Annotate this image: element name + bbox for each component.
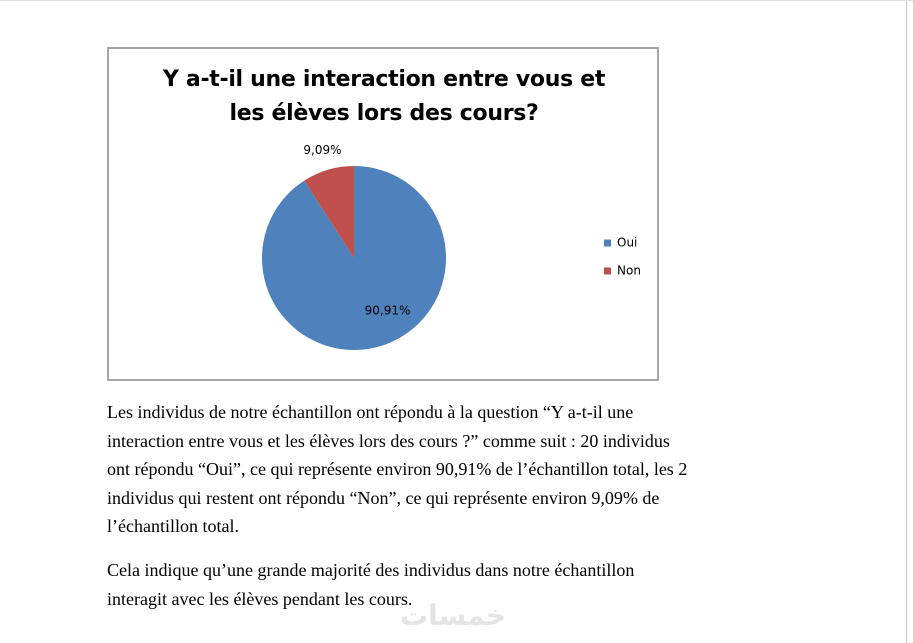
legend-swatch [604,239,611,247]
pie-slice [304,166,354,258]
chart: Y a-t-il une interaction entre vous et l… [107,47,659,381]
data-label: 90,91% [365,303,411,317]
legend-label: Non [617,264,641,278]
legend-swatch [604,267,611,275]
legend-label: Oui [617,236,637,250]
text-line: ont répondu “Oui”, ce qui représente env… [107,459,688,479]
pie-area: 90,91% 9,09% Oui Non [262,143,641,350]
text-line: Cela indique qu’une grande majorité des … [107,560,635,580]
chart-title: Y a-t-il une interaction entre vous et l… [162,67,606,126]
text-line: interagit avec les élèves pendant les co… [107,588,413,609]
text-line: l’échantillon total. [107,516,239,536]
page-edge [906,1,907,643]
text-line: interaction entre vous et les élèves lor… [107,430,670,451]
paragraph: Cela indique qu’une grande majorité des … [107,556,634,613]
data-label: 9,09% [303,143,341,157]
watermark: خمسات [400,599,507,632]
text-line: Les individus de notre échantillon ont r… [107,402,634,422]
text-line: individus qui restent ont répondu “Non”,… [107,487,660,508]
paragraph: Les individus de notre échantillon ont r… [107,398,687,541]
